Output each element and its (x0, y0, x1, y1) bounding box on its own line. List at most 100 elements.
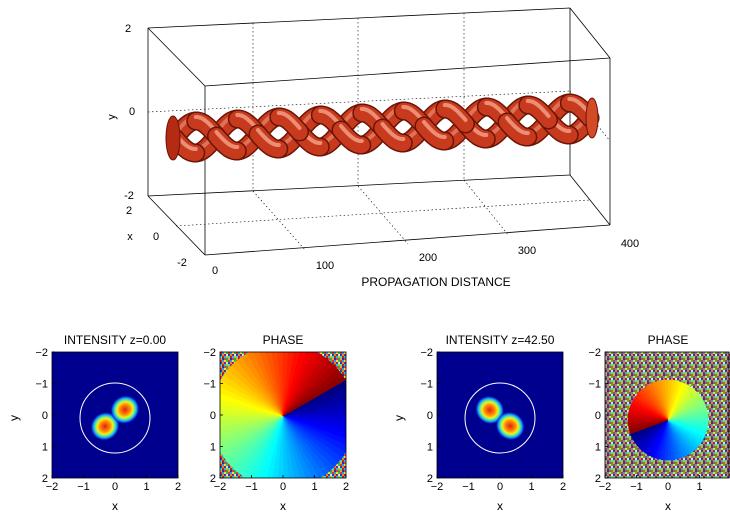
y-tick-label: −2 (588, 347, 601, 359)
phase-sector (628, 419, 669, 435)
x-tick-label: −2 (46, 481, 59, 493)
helix-segment (208, 128, 246, 159)
x-tick-label: 2 (560, 481, 566, 493)
y-tick-label: 2 (210, 473, 216, 485)
helix-segment (270, 109, 308, 140)
panel-title: PHASE (263, 333, 304, 347)
panel-xlabel: x (497, 499, 503, 513)
y-tick-label: 2 (427, 473, 433, 485)
lobe-right (495, 411, 525, 441)
y-tick-label: 0 (210, 410, 216, 422)
x-tick-label: 1 (311, 481, 317, 493)
x-tick-label: 2 (175, 481, 181, 493)
panel-ylabel: y (392, 415, 406, 421)
helix-segment (250, 126, 287, 157)
y-tick-label: 1 (427, 442, 433, 454)
helix-highlight (380, 122, 406, 141)
helix-segment (374, 120, 412, 151)
x-tick-label: 0 (497, 481, 503, 493)
x-tick-label: 0 (665, 481, 671, 493)
y-tick-label: 2 (595, 473, 601, 485)
y-axis-label: y (106, 114, 118, 120)
helix-segment (519, 97, 557, 128)
x-tick-400: 400 (621, 238, 639, 250)
x-tick-label: 1 (143, 481, 149, 493)
lobe-right (110, 395, 140, 425)
x-tick-300: 300 (518, 245, 536, 257)
panel-title: INTENSITY z=42.50 (446, 333, 555, 347)
y-tick-label: 1 (595, 442, 601, 454)
x-tick-label: 0 (112, 481, 118, 493)
panel-xlabel: x (665, 499, 671, 513)
helix-highlight (505, 116, 530, 135)
y-tick-label: 1 (42, 442, 48, 454)
aperture-circle (79, 382, 151, 454)
x-tick-label: −1 (77, 481, 90, 493)
z-axis-label: x (127, 231, 133, 243)
y-tick-label: −2 (35, 347, 48, 359)
y-tick-label: −1 (35, 379, 48, 391)
y-tick-neg2: -2 (124, 190, 134, 202)
x-tick-label: −1 (245, 481, 258, 493)
x-tick-label: 1 (696, 481, 702, 493)
y-tick-label: 2 (42, 473, 48, 485)
y-tick-label: 1 (210, 442, 216, 454)
y-tick-label: 0 (595, 410, 601, 422)
helix-segment (333, 122, 370, 153)
x-tick-label: −2 (431, 481, 444, 493)
x-tick-label: 2 (343, 481, 349, 493)
y-tick-label: −1 (203, 379, 216, 391)
helix-segment (499, 114, 536, 145)
plot3d-box (147, 7, 611, 256)
plot3d: 2 0 -2 y 2 0 -2 x 0 100 200 300 400 PROP… (106, 7, 639, 289)
x-tick-label: −2 (599, 481, 612, 493)
y-tick-label: −1 (588, 379, 601, 391)
y-tick-label: −2 (203, 347, 216, 359)
x-tick-100: 100 (316, 260, 334, 272)
helix-end-cap (585, 97, 599, 139)
panel-ylabel: y (7, 415, 21, 421)
x-tick-label: −1 (462, 481, 475, 493)
helix-segment (436, 101, 474, 132)
panel-title: PHASE (648, 333, 689, 347)
intensity-lobes (90, 395, 140, 441)
y-tick-label: −2 (420, 347, 433, 359)
x-tick-label: −2 (214, 481, 227, 493)
y-tick-label: 0 (42, 410, 48, 422)
x-tick-label: −1 (630, 481, 643, 493)
phase-wheel (220, 352, 346, 478)
helix-highlight (276, 111, 302, 130)
helix-highlight (525, 99, 551, 118)
plot3d-grid (147, 13, 611, 252)
lobe-left (475, 395, 505, 425)
phase-wheel (627, 379, 709, 461)
helix-highlight (422, 120, 447, 139)
z-tick-0: 0 (153, 231, 159, 243)
helix-highlight (339, 124, 364, 143)
z-tick-neg2: -2 (177, 257, 187, 269)
panel-phase-2: PHASE −2 −1 0 1 −2 −1 0 1 2 x (588, 333, 730, 513)
intensity-lobes (475, 395, 525, 441)
helix-end-cap (165, 115, 181, 161)
helix-highlight (256, 128, 281, 147)
x-axis-label: PROPAGATION DISTANCE (361, 275, 510, 289)
helix-segment (416, 118, 453, 149)
x-tick-0: 0 (212, 265, 218, 277)
phase-sector (282, 374, 346, 417)
helix-surface (165, 93, 600, 163)
panel-title: INTENSITY z=0.00 (64, 333, 166, 347)
panel-xlabel: x (280, 499, 286, 513)
x-tick-label: 1 (528, 481, 534, 493)
lobe-left (90, 411, 120, 441)
z-tick-2: 2 (126, 205, 132, 217)
aperture-circle (464, 382, 536, 454)
helix-highlight (214, 130, 240, 149)
y-tick-label: −1 (420, 379, 433, 391)
x-tick-label: 0 (280, 481, 286, 493)
y-tick-0: 0 (129, 106, 135, 118)
y-tick-2: 2 (125, 23, 131, 35)
